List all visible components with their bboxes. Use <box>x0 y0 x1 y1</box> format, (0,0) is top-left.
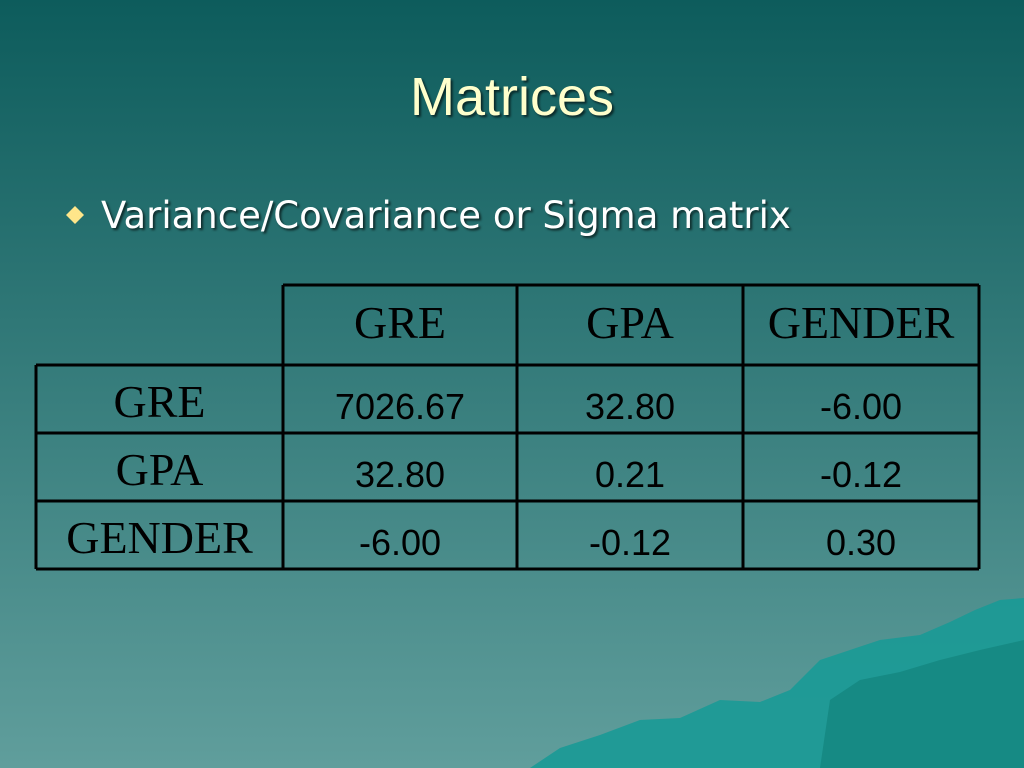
bullet-diamond <box>66 206 84 224</box>
column-header: GENDER <box>768 297 955 348</box>
table-cell: 7026.67 <box>335 386 465 427</box>
table-cell: -6.00 <box>359 522 441 563</box>
table-cell: 0.21 <box>595 454 665 495</box>
row-header: GPA <box>116 444 204 495</box>
slide-title: Matrices <box>410 67 614 127</box>
table-cell: -6.00 <box>820 386 902 427</box>
table-cell: 0.30 <box>826 522 896 563</box>
table-cell: -0.12 <box>589 522 671 563</box>
column-header: GRE <box>354 297 446 348</box>
row-header: GENDER <box>66 512 253 563</box>
row-header: GRE <box>114 376 206 427</box>
bullet-text: Variance/Covariance or Sigma matrix <box>101 194 791 237</box>
mountains-dark <box>820 640 1024 768</box>
table-cell: -0.12 <box>820 454 902 495</box>
matrix-table: GRE GPA GENDER GRE 7026.67 32.80 -6.00 GPA 32.80… <box>34 283 981 571</box>
column-header: GPA <box>586 297 674 348</box>
table-cell: 32.80 <box>355 454 445 495</box>
table-cell: 32.80 <box>585 386 675 427</box>
